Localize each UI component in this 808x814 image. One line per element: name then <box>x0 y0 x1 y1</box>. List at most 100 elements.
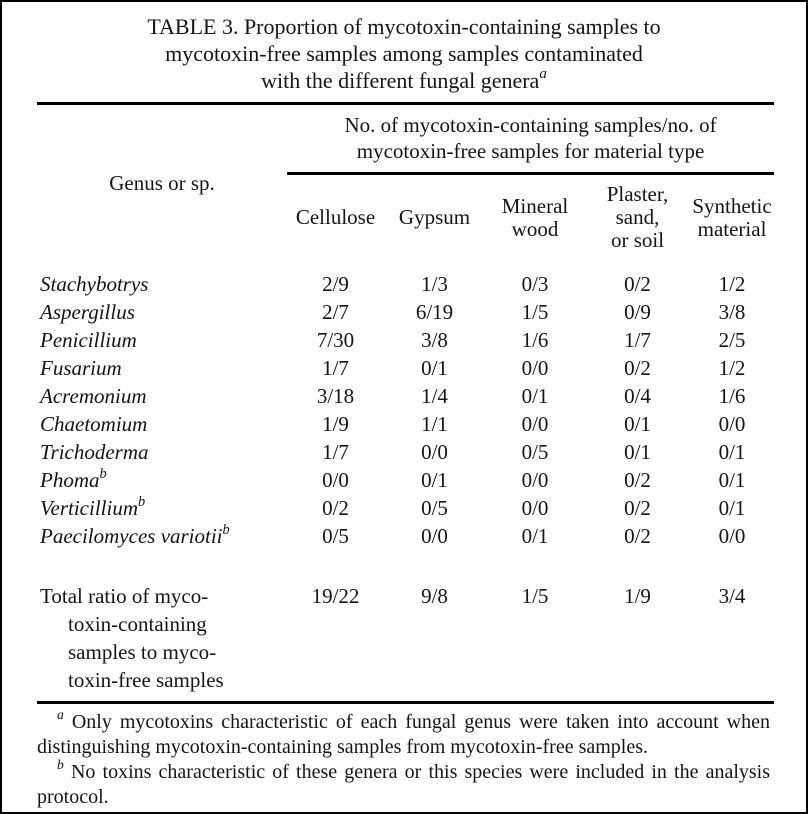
ratio-cell: 0/2 <box>624 496 651 520</box>
ratio-cell: 0/5 <box>421 496 448 520</box>
genus-cell: Phomab <box>37 466 287 494</box>
ratio-cell: 0/1 <box>718 496 746 520</box>
genus-name: Aspergillus <box>40 300 135 324</box>
row-footnote-marker: b <box>222 521 230 538</box>
ratio-cell: 0/5 <box>322 524 349 548</box>
ratio-cell: 2/7 <box>322 300 349 324</box>
stub-column-header: Genus or sp. <box>109 171 215 195</box>
genus-cell: Trichoderma <box>37 438 287 466</box>
genus-cell: Stachybotrys <box>37 262 287 298</box>
table-row: Paecilomyces variotiib 0/5 0/0 0/1 0/2 0/0 <box>37 522 774 550</box>
table-row: Stachybotrys 2/9 1/3 0/3 0/2 1/2 <box>37 262 774 298</box>
genus-name: Trichoderma <box>40 440 149 464</box>
ratio-cell: 1/6 <box>718 384 746 408</box>
ratio-cell: 1/3 <box>421 272 448 296</box>
genus-cell: Chaetomium <box>37 410 287 438</box>
footnote-b-marker: b <box>57 756 64 772</box>
ratio-cell: 0/2 <box>624 272 651 296</box>
ratio-cell: 0/1 <box>421 356 448 380</box>
row-footnote-marker: b <box>138 493 146 510</box>
ratio-cell: 1/6 <box>521 328 549 352</box>
ratio-cell: 7/30 <box>316 328 355 352</box>
table-row: Penicillium 7/30 3/8 1/6 1/7 2/5 <box>37 326 774 354</box>
table-title-text: TABLE 3. Proportion of mycotoxin-contain… <box>147 14 661 93</box>
ratio-cell: 0/0 <box>521 468 549 492</box>
table-row: Chaetomium 1/9 1/1 0/0 0/1 0/0 <box>37 410 774 438</box>
table-body: Stachybotrys 2/9 1/3 0/3 0/2 1/2 Aspergillus 2/… <box>37 262 774 703</box>
footnote-a-marker: a <box>57 706 64 722</box>
genus-cell: Paecilomyces variotiib <box>37 522 287 550</box>
ratio-cell: 1/7 <box>624 328 651 352</box>
ratio-cell: 3/8 <box>421 328 448 352</box>
ratio-cell: 0/2 <box>322 496 349 520</box>
ratio-cell: 1/5 <box>521 300 549 324</box>
ratio-cell: 0/3 <box>521 272 549 296</box>
total-value-cell: 1/9 <box>624 584 651 608</box>
ratio-cell: 0/2 <box>624 468 651 492</box>
ratio-cell: 1/2 <box>718 272 746 296</box>
total-row: Total ratio of myco- toxin-containing sa… <box>37 582 774 703</box>
ratio-cell: 0/0 <box>718 524 746 548</box>
mycotoxin-ratio-table: Genus or sp. No. of mycotoxin-containing… <box>37 102 775 704</box>
ratio-cell: 1/1 <box>421 412 448 436</box>
table-row: Fusarium 1/7 0/1 0/0 0/2 1/2 <box>37 354 774 382</box>
footnote-a: a Only mycotoxins characteristic of each… <box>37 706 770 760</box>
genus-cell: Verticilliumb <box>37 494 287 522</box>
spacer-row <box>37 550 774 582</box>
spanner-column-header: No. of mycotoxin-containing samples/no. … <box>287 103 775 175</box>
ratio-cell: 0/2 <box>624 524 651 548</box>
ratio-cell: 1/7 <box>322 440 349 464</box>
table-row: Phomab 0/0 0/1 0/0 0/2 0/1 <box>37 466 774 494</box>
ratio-cell: 3/18 <box>316 384 355 408</box>
genus-name: Penicillium <box>40 328 137 352</box>
ratio-cell: 0/1 <box>521 384 549 408</box>
ratio-cell: 0/0 <box>718 412 746 436</box>
table-row: Acremonium 3/18 1/4 0/1 0/4 1/6 <box>37 382 774 410</box>
column-header-row: Cellulose Gypsum Mineral wood Plaster, s… <box>37 174 774 263</box>
ratio-cell: 0/0 <box>521 356 549 380</box>
total-value-cell: 19/22 <box>311 584 360 608</box>
table-title: TABLE 3. Proportion of mycotoxin-contain… <box>38 13 770 94</box>
genus-name: Chaetomium <box>40 412 148 436</box>
genus-name: Fusarium <box>40 356 122 380</box>
ratio-cell: 1/7 <box>322 356 349 380</box>
ratio-cell: 0/9 <box>624 300 651 324</box>
ratio-cell: 2/9 <box>322 272 349 296</box>
total-row-label: Total ratio of myco- toxin-containing sa… <box>40 584 224 692</box>
row-footnote-marker: b <box>99 465 107 482</box>
genus-name: Acremonium <box>40 384 147 408</box>
footnotes: a Only mycotoxins characteristic of each… <box>37 706 771 810</box>
ratio-cell: 1/2 <box>718 356 746 380</box>
spanner-header-row: Genus or sp. No. of mycotoxin-containing… <box>37 103 775 195</box>
title-footnote-marker: a <box>539 66 547 83</box>
ratio-cell: 0/0 <box>322 468 349 492</box>
genus-name: Paecilomyces variotii <box>40 524 223 548</box>
genus-cell: Acremonium <box>37 382 287 410</box>
ratio-cell: 0/1 <box>624 412 651 436</box>
ratio-cell: 0/0 <box>521 496 549 520</box>
column-header-plaster-sand-soil: Plaster, sand, or soil <box>606 182 669 252</box>
column-header-gypsum: Gypsum <box>398 205 471 229</box>
total-value-cell: 9/8 <box>421 584 448 608</box>
genus-name: Stachybotrys <box>40 272 149 296</box>
footnote-b: b No toxins characteristic of these gene… <box>37 756 771 810</box>
footnote-b-text: No toxins characteristic of these genera… <box>37 761 771 808</box>
genus-name: Phoma <box>40 468 100 492</box>
ratio-cell: 0/1 <box>421 468 448 492</box>
ratio-cell: 0/4 <box>624 384 651 408</box>
ratio-cell: 0/0 <box>521 412 549 436</box>
ratio-cell: 0/5 <box>521 440 549 464</box>
ratio-cell: 1/9 <box>322 412 349 436</box>
ratio-cell: 0/2 <box>624 356 651 380</box>
total-value-cell: 3/4 <box>718 584 746 608</box>
ratio-cell: 2/5 <box>718 328 746 352</box>
column-header-synthetic-material: Synthetic material <box>692 193 772 241</box>
ratio-cell: 6/19 <box>415 300 454 324</box>
column-header-mineral-wood: Mineral wood <box>501 193 569 241</box>
ratio-cell: 0/0 <box>421 524 448 548</box>
genus-cell: Penicillium <box>37 326 287 354</box>
table-row: Verticilliumb 0/2 0/5 0/0 0/2 0/1 <box>37 494 774 522</box>
table-row: Aspergillus 2/7 6/19 1/5 0/9 3/8 <box>37 298 774 326</box>
ratio-cell: 0/0 <box>421 440 448 464</box>
